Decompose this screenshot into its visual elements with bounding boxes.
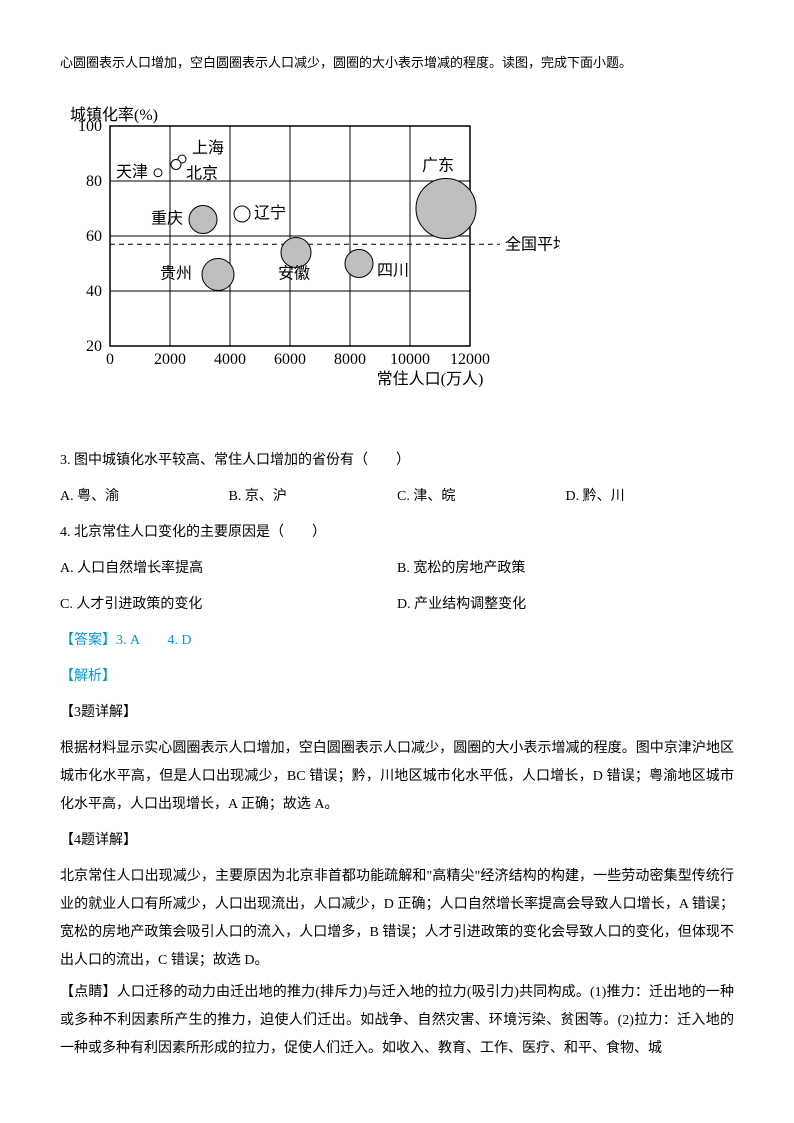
svg-text:0: 0 — [106, 351, 114, 368]
svg-text:重庆: 重庆 — [151, 210, 183, 228]
q3-option-a: A. 粤、渝 — [60, 483, 229, 511]
svg-text:贵州: 贵州 — [160, 265, 192, 283]
chart-container: 城镇化率(%)020004000600080001000012000204060… — [60, 106, 734, 427]
svg-text:4000: 4000 — [214, 351, 246, 368]
svg-text:80: 80 — [86, 173, 102, 190]
svg-text:全国平均: 全国平均 — [505, 235, 560, 253]
question-3-options: A. 粤、渝 B. 京、沪 C. 津、皖 D. 黔、川 — [60, 483, 734, 511]
svg-text:四川: 四川 — [377, 263, 409, 280]
intro-text: 心圆圈表示人口增加，空白圆圈表示人口减少，圆圈的大小表示增减的程度。读图，完成下… — [60, 50, 734, 76]
svg-text:40: 40 — [86, 283, 102, 300]
q4-option-b: B. 宽松的房地产政策 — [397, 555, 734, 583]
svg-text:8000: 8000 — [334, 351, 366, 368]
svg-text:2000: 2000 — [154, 351, 186, 368]
analysis-label: 【解析】 — [60, 663, 734, 691]
q3-option-d: D. 黔、川 — [566, 483, 735, 511]
answer-text: 【答案】3. A 4. D — [60, 627, 734, 655]
detail-4-body: 北京常住人口出现减少，主要原因为北京非首都功能疏解和"高精尖"经济结构的构建，一… — [60, 863, 734, 975]
svg-text:10000: 10000 — [390, 351, 430, 368]
question-4: 4. 北京常住人口变化的主要原因是（ ） — [60, 519, 734, 547]
q3-option-b: B. 京、沪 — [229, 483, 398, 511]
svg-text:60: 60 — [86, 228, 102, 245]
svg-text:天津: 天津 — [116, 163, 148, 181]
svg-text:上海: 上海 — [192, 139, 224, 157]
question-4-options-row2: C. 人才引进政策的变化 D. 产业结构调整变化 — [60, 591, 734, 619]
svg-text:6000: 6000 — [274, 351, 306, 368]
tip-body: 人口迁移的动力由迁出地的推力(排斥力)与迁入地的拉力(吸引力)共同构成。(1)推… — [60, 985, 734, 1056]
svg-text:辽宁: 辽宁 — [254, 204, 286, 222]
svg-text:安徽: 安徽 — [278, 265, 310, 283]
question-4-options-row1: A. 人口自然增长率提高 B. 宽松的房地产政策 — [60, 555, 734, 583]
tip-section: 【点睛】人口迁移的动力由迁出地的推力(排斥力)与迁入地的拉力(吸引力)共同构成。… — [60, 979, 734, 1063]
question-3: 3. 图中城镇化水平较高、常住人口增加的省份有（ ） — [60, 447, 734, 475]
urbanization-chart: 城镇化率(%)020004000600080001000012000204060… — [60, 106, 560, 416]
q3-option-c: C. 津、皖 — [397, 483, 566, 511]
detail-4-label: 【4题详解】 — [60, 827, 734, 855]
detail-3-label: 【3题详解】 — [60, 699, 734, 727]
svg-text:广东: 广东 — [422, 157, 454, 175]
q4-option-a: A. 人口自然增长率提高 — [60, 555, 397, 583]
svg-text:12000: 12000 — [450, 351, 490, 368]
q4-option-c: C. 人才引进政策的变化 — [60, 591, 397, 619]
tip-label: 【点睛】 — [60, 985, 117, 1000]
svg-text:20: 20 — [86, 338, 102, 355]
detail-3-body: 根据材料显示实心圆圈表示人口增加，空白圆圈表示人口减少，圆圈的大小表示增减的程度… — [60, 735, 734, 819]
q4-option-d: D. 产业结构调整变化 — [397, 591, 734, 619]
svg-text:100: 100 — [78, 118, 102, 135]
svg-text:北京: 北京 — [186, 165, 218, 183]
svg-text:常住人口(万人): 常住人口(万人) — [377, 370, 484, 388]
